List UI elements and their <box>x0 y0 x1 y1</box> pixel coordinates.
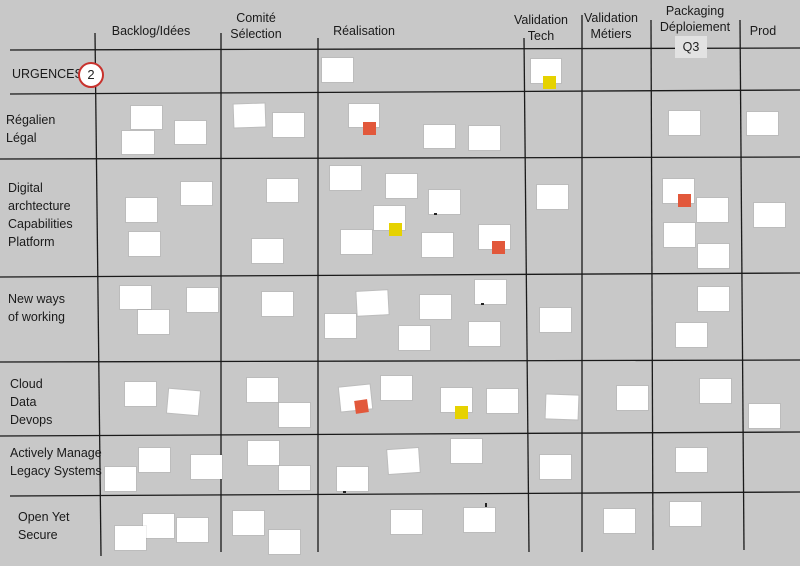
row-label-legacy: Actively Manage Legacy Systems <box>10 446 102 478</box>
card[interactable] <box>664 223 695 247</box>
card[interactable] <box>233 511 264 535</box>
card[interactable] <box>126 198 157 222</box>
card[interactable] <box>451 439 482 463</box>
card[interactable] <box>167 388 200 416</box>
card[interactable] <box>356 290 389 316</box>
card[interactable] <box>754 203 785 227</box>
card[interactable] <box>617 386 648 410</box>
card[interactable] <box>115 526 146 550</box>
card[interactable] <box>747 112 778 135</box>
row-label-secure: Open Yet Secure <box>18 510 70 542</box>
card[interactable] <box>131 106 162 129</box>
card[interactable] <box>545 394 579 420</box>
row-label-urgences: URGENCES <box>12 67 83 81</box>
card[interactable] <box>464 508 495 532</box>
yellow-sticky-marker <box>543 76 556 89</box>
column-header-backlog: Backlog/Idées <box>111 24 191 38</box>
card[interactable] <box>698 244 729 268</box>
orange-sticky-marker <box>363 122 376 135</box>
card[interactable] <box>670 502 701 526</box>
pin-mark <box>485 503 487 507</box>
card[interactable] <box>697 198 728 222</box>
card[interactable] <box>475 280 506 304</box>
card[interactable] <box>175 121 206 144</box>
card[interactable] <box>386 174 417 198</box>
column-header-packaging: Packaging Déploiement <box>659 4 731 34</box>
card[interactable] <box>248 441 279 465</box>
card[interactable] <box>269 530 300 554</box>
card[interactable] <box>429 190 460 214</box>
card[interactable] <box>120 286 151 309</box>
card[interactable] <box>420 295 451 319</box>
orange-sticky-marker <box>678 194 691 207</box>
card[interactable] <box>422 233 453 257</box>
pin-mark <box>434 213 437 215</box>
card[interactable] <box>698 287 729 311</box>
yellow-sticky-marker <box>389 223 402 236</box>
card[interactable] <box>125 382 156 406</box>
row-label-cloud: Cloud Data Devops <box>10 377 53 427</box>
card[interactable] <box>129 232 160 256</box>
card[interactable] <box>105 467 136 491</box>
card[interactable] <box>469 322 500 346</box>
card[interactable] <box>325 314 356 338</box>
card[interactable] <box>143 514 174 538</box>
card[interactable] <box>537 185 568 209</box>
yellow-sticky-marker <box>455 406 468 419</box>
column-header-validation-tech: Validation Tech <box>514 13 568 43</box>
card[interactable] <box>341 230 372 254</box>
card[interactable] <box>279 403 310 427</box>
row-label-new-ways: New ways of working <box>8 292 65 324</box>
card[interactable] <box>233 103 266 128</box>
card[interactable] <box>122 131 154 154</box>
card[interactable] <box>349 104 379 127</box>
orange-sticky-marker <box>492 241 505 254</box>
card[interactable] <box>177 518 208 542</box>
card[interactable] <box>381 376 412 400</box>
card[interactable] <box>749 404 780 428</box>
pin-mark <box>481 303 484 305</box>
card[interactable] <box>604 509 635 533</box>
row-label-digital: Digital archtecture Capabilities Platfor… <box>8 181 73 249</box>
card[interactable] <box>262 292 293 316</box>
card[interactable] <box>424 125 455 148</box>
card[interactable] <box>540 455 571 479</box>
card[interactable] <box>669 111 700 135</box>
card[interactable] <box>387 447 420 475</box>
orange-sticky-marker <box>354 399 369 414</box>
column-header-prod: Prod <box>749 24 777 38</box>
card[interactable] <box>191 455 222 479</box>
card[interactable] <box>139 448 170 472</box>
card[interactable] <box>337 467 368 491</box>
column-header-realisation: Réalisation <box>333 24 395 38</box>
column-header-comite: Comité Sélection <box>230 11 282 41</box>
card[interactable] <box>279 466 310 490</box>
pin-mark <box>343 491 346 493</box>
row-label-regalien: Régalien Légal <box>6 113 56 145</box>
card[interactable] <box>181 182 212 205</box>
card[interactable] <box>138 310 169 334</box>
card[interactable] <box>267 179 298 202</box>
card[interactable] <box>399 326 430 350</box>
card[interactable] <box>273 113 304 137</box>
card[interactable] <box>322 58 353 82</box>
urgences-count-badge: 2 <box>78 62 104 88</box>
card[interactable] <box>676 448 707 472</box>
card[interactable] <box>676 323 707 347</box>
card[interactable] <box>247 378 278 402</box>
column-header-validation-metiers: Validation Métiers <box>584 11 638 41</box>
card[interactable] <box>252 239 283 263</box>
card[interactable] <box>187 288 218 312</box>
card[interactable] <box>487 389 518 413</box>
packaging-quarter-badge: Q3 <box>675 36 707 58</box>
card[interactable] <box>700 379 731 403</box>
card[interactable] <box>330 166 361 190</box>
card[interactable] <box>391 510 422 534</box>
card[interactable] <box>540 308 571 332</box>
card[interactable] <box>469 126 500 150</box>
